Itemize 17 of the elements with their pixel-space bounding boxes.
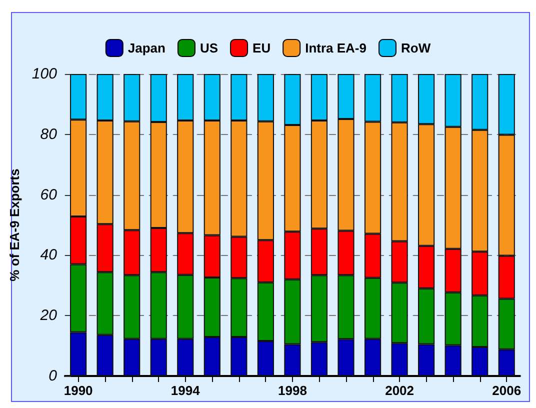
y-tick-label: 60 (40, 186, 58, 204)
legend-label: EU (252, 40, 271, 56)
legend-label: RoW (400, 40, 432, 56)
x-tick-label: 2006 (492, 383, 522, 398)
y-tick-label: 40 (40, 246, 58, 264)
legend-label: Japan (128, 40, 166, 56)
y-tick-label: 100 (32, 66, 58, 82)
y-tick-label: 0 (48, 368, 58, 384)
legend-label: Intra EA-9 (305, 40, 366, 56)
x-tick-label: 2002 (385, 383, 414, 398)
legend-label: US (200, 40, 218, 56)
y-axis-title: % of EA-9 Exports (7, 168, 22, 282)
x-tick-label: 1990 (64, 383, 93, 398)
x-tick-label: 1998 (278, 383, 307, 398)
x-tick-label: 1994 (170, 383, 201, 398)
y-tick-label: 20 (39, 307, 58, 324)
y-tick-label: 80 (40, 126, 58, 143)
